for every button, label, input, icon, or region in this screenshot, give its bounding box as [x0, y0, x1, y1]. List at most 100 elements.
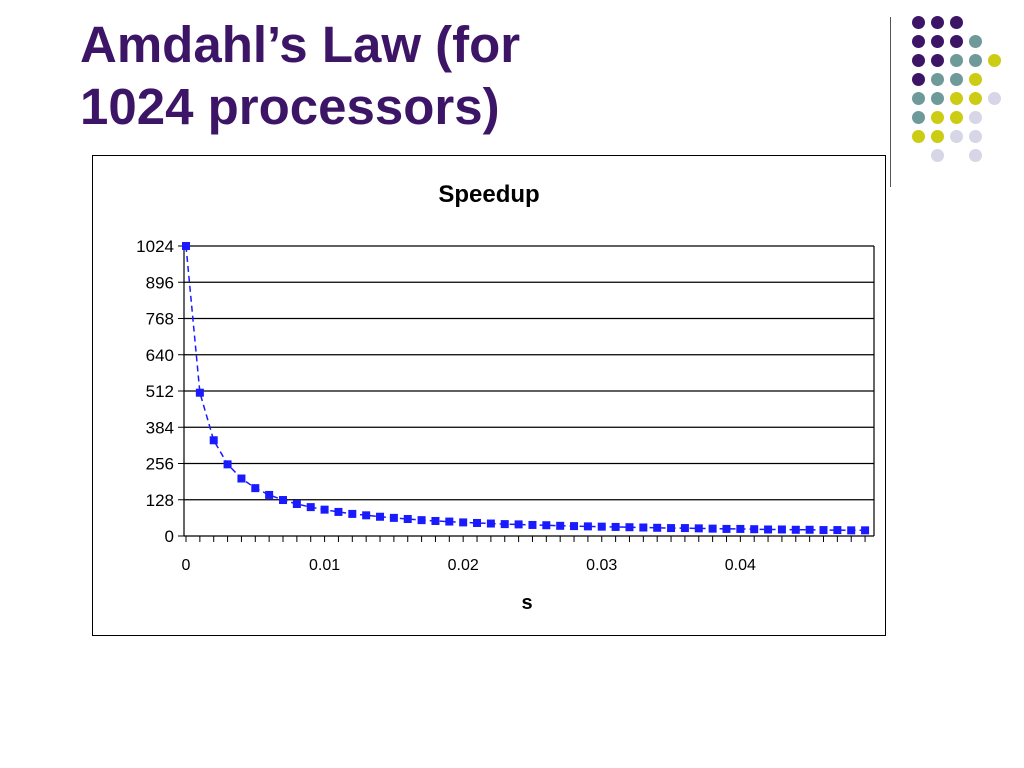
- x-tick-label: 0.04: [725, 557, 756, 574]
- plot-area: 0 128 256 384 512 640 768 896 1024 0 0.01 0.02 0.03 0…: [136, 237, 875, 574]
- y-tick-label: 384: [146, 418, 174, 437]
- y-tick-label: 0: [165, 527, 174, 546]
- y-tick-label: 1024: [136, 237, 174, 256]
- data-point: [777, 525, 786, 534]
- data-point: [597, 522, 606, 531]
- decorative-dot: [931, 54, 944, 67]
- speedup-chart: Speedup s 0 128 256 384 512 640 768 896 1024 0 0.0…: [136, 181, 875, 614]
- data-point: [514, 520, 523, 529]
- y-tick-label: 512: [146, 382, 174, 401]
- decorative-dot: [950, 130, 963, 143]
- decorative-dot: [912, 54, 925, 67]
- data-point: [362, 511, 371, 520]
- data-point: [570, 522, 579, 531]
- data-point: [459, 518, 468, 527]
- data-point: [403, 515, 412, 524]
- data-point: [708, 524, 717, 533]
- decorative-dot: [912, 73, 925, 86]
- data-point: [209, 436, 218, 445]
- decorative-dot: [931, 16, 944, 29]
- decorative-dot: [988, 54, 1001, 67]
- data-point: [251, 484, 260, 493]
- decorative-dot: [912, 92, 925, 105]
- data-point: [556, 521, 565, 530]
- data-point: [611, 522, 620, 531]
- decorative-dot: [969, 111, 982, 124]
- decorative-dot: [950, 111, 963, 124]
- data-point: [542, 521, 551, 530]
- data-point: [694, 524, 703, 533]
- decorative-dot: [931, 149, 944, 162]
- data-point: [819, 526, 828, 535]
- data-point: [182, 242, 190, 250]
- decorative-dot: [988, 92, 1001, 105]
- decorative-dot: [931, 130, 944, 143]
- data-point: [320, 505, 329, 514]
- data-point: [334, 507, 343, 516]
- chart-frame: [92, 155, 886, 636]
- data-point: [583, 522, 592, 531]
- data-point: [237, 474, 246, 483]
- data-point: [528, 520, 537, 529]
- series-line: [185, 245, 866, 532]
- x-tick-label: 0.01: [309, 557, 340, 574]
- decorative-dot: [950, 16, 963, 29]
- data-point: [625, 523, 634, 532]
- decorative-dot: [969, 35, 982, 48]
- chart-title: Speedup: [438, 181, 539, 208]
- data-point: [223, 460, 232, 469]
- x-axis-label: s: [521, 592, 532, 614]
- x-tick-label: 0: [182, 557, 191, 574]
- data-point: [639, 523, 648, 532]
- x-tick-label: 0.03: [586, 557, 617, 574]
- decorative-dot: [931, 111, 944, 124]
- data-point: [847, 526, 856, 535]
- decorative-dot: [969, 54, 982, 67]
- decorative-dot: [912, 130, 925, 143]
- y-tick-label: 128: [146, 491, 174, 510]
- data-point: [195, 388, 204, 397]
- slide-title-line-2: 1024 processors): [80, 78, 500, 135]
- title-divider-line: [890, 17, 891, 187]
- y-tick-label: 640: [146, 346, 174, 365]
- data-point: [833, 526, 842, 535]
- data-point: [861, 526, 870, 535]
- y-tick-label: 768: [146, 310, 174, 329]
- decorative-dot: [912, 35, 925, 48]
- decorative-dot: [931, 73, 944, 86]
- data-point: [805, 525, 814, 534]
- decorative-dot: [931, 92, 944, 105]
- data-point: [348, 509, 357, 518]
- data-point: [653, 523, 662, 532]
- data-point: [791, 525, 800, 534]
- data-point: [431, 516, 440, 525]
- data-point: [376, 512, 385, 521]
- slide-title-line-1: Amdahl’s Law (for: [80, 16, 521, 73]
- decorative-dot: [950, 54, 963, 67]
- y-tick-label: 896: [146, 273, 174, 292]
- data-point: [750, 525, 759, 534]
- data-point: [306, 503, 315, 512]
- decorative-dot: [912, 16, 925, 29]
- decorative-dot: [969, 73, 982, 86]
- data-point: [667, 524, 676, 533]
- decorative-dot: [969, 130, 982, 143]
- data-point: [445, 517, 454, 526]
- data-point: [473, 518, 482, 527]
- decorative-dot: [950, 92, 963, 105]
- data-point: [500, 520, 509, 529]
- y-tick-label: 256: [146, 455, 174, 474]
- data-point: [292, 499, 301, 508]
- decorative-dot: [969, 92, 982, 105]
- decorative-dot: [969, 149, 982, 162]
- data-point: [279, 496, 288, 505]
- decorative-dot: [912, 111, 925, 124]
- decorative-dot: [950, 35, 963, 48]
- data-point: [736, 524, 745, 533]
- decorative-dot: [950, 73, 963, 86]
- data-point: [417, 516, 426, 525]
- data-point: [764, 525, 773, 534]
- data-point: [680, 524, 689, 533]
- x-tick-label: 0.02: [448, 557, 479, 574]
- data-point: [265, 490, 274, 499]
